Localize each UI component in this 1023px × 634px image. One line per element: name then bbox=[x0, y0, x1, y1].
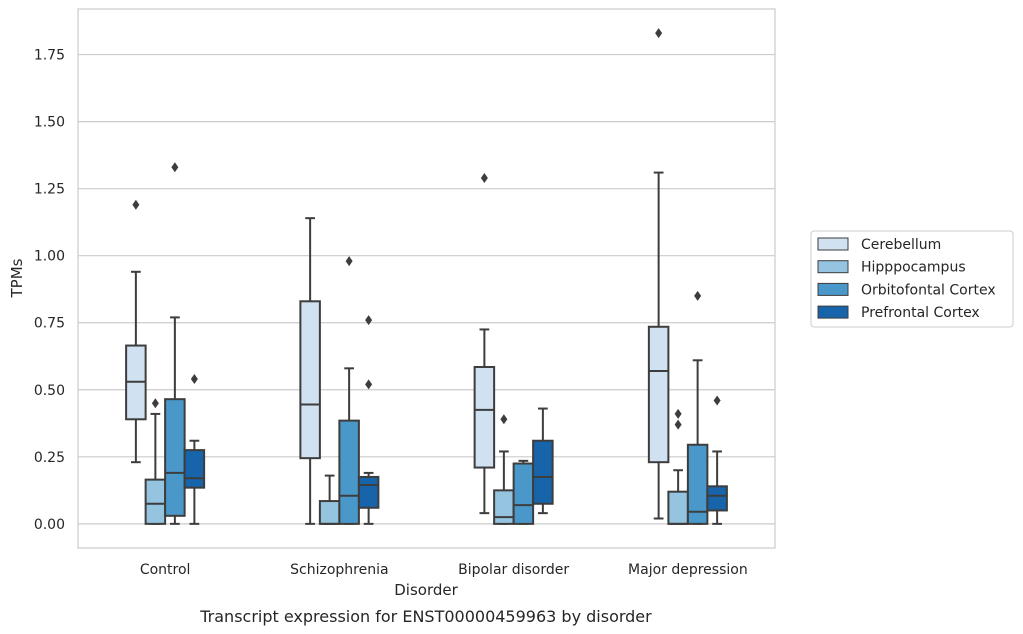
legend: Cerebellum Hipppocampus Orbitofontal Corte… bbox=[810, 230, 1014, 328]
y-tick-label: 0.75 bbox=[34, 316, 65, 332]
box bbox=[164, 398, 186, 517]
legend-label: Cerebellum bbox=[861, 237, 941, 253]
x-tick-label: Bipolar disorder bbox=[458, 562, 569, 578]
y-tick-label: 0.00 bbox=[34, 517, 65, 533]
box-group bbox=[183, 374, 206, 525]
box-group bbox=[706, 395, 728, 525]
box bbox=[473, 365, 496, 469]
x-tick-label: Major depression bbox=[628, 562, 748, 578]
outlier-marker bbox=[480, 172, 488, 183]
y-tick-labels: 0.00 0.25 0.50 0.75 1.00 1.25 1.50 1.75 bbox=[34, 48, 65, 533]
legend-label: Prefrontal Cortex bbox=[861, 305, 980, 321]
y-tick-label: 1.00 bbox=[34, 249, 65, 265]
x-tick-label: Control bbox=[140, 562, 191, 578]
outlier-marker bbox=[365, 379, 373, 390]
box bbox=[667, 490, 689, 525]
legend-swatch bbox=[817, 260, 849, 274]
box bbox=[299, 300, 321, 460]
outlier-marker bbox=[132, 199, 140, 210]
box-group bbox=[299, 217, 321, 525]
box-group bbox=[686, 290, 709, 525]
y-tick-label: 1.50 bbox=[34, 115, 65, 131]
outlier-marker bbox=[151, 398, 159, 409]
box bbox=[686, 443, 709, 525]
legend-label: Orbitofontal Cortex bbox=[861, 282, 996, 298]
box bbox=[183, 449, 206, 489]
legend-frame bbox=[810, 230, 1014, 328]
box bbox=[318, 500, 341, 525]
outlier-marker bbox=[365, 315, 373, 326]
box bbox=[493, 489, 515, 525]
outlier-marker bbox=[171, 162, 179, 173]
box-group bbox=[144, 398, 167, 525]
outlier-marker bbox=[500, 414, 508, 425]
y-tick-label: 1.25 bbox=[34, 182, 65, 198]
box-group bbox=[667, 408, 689, 525]
legend-label: Hipppocampus bbox=[861, 260, 966, 276]
box bbox=[144, 478, 167, 525]
box bbox=[357, 475, 380, 509]
box-group bbox=[357, 315, 380, 525]
outlier-marker bbox=[345, 256, 353, 267]
x-tick-label: Schizophrenia bbox=[290, 562, 388, 578]
figure-caption: Transcript expression for ENST0000045996… bbox=[199, 607, 652, 626]
outlier-marker bbox=[694, 290, 702, 301]
box-group bbox=[647, 28, 670, 520]
box-groups bbox=[125, 28, 728, 525]
outlier-marker bbox=[674, 419, 682, 430]
x-axis-title: Disorder bbox=[394, 581, 458, 599]
y-axis-title: TPMs bbox=[8, 258, 26, 298]
outlier-marker bbox=[190, 374, 198, 385]
legend-swatch bbox=[817, 282, 849, 296]
y-tick-label: 1.75 bbox=[34, 48, 65, 64]
outlier-marker bbox=[655, 28, 663, 39]
y-tick-label: 0.50 bbox=[34, 383, 65, 399]
box bbox=[338, 419, 360, 525]
box-group bbox=[125, 199, 147, 464]
box-group bbox=[338, 256, 360, 525]
outlier-marker bbox=[713, 395, 721, 406]
box bbox=[512, 462, 535, 525]
box-group bbox=[532, 407, 554, 515]
box bbox=[706, 485, 728, 512]
outlier-marker bbox=[674, 408, 682, 419]
box-group bbox=[512, 459, 535, 525]
box-group bbox=[164, 162, 186, 525]
y-tick-label: 0.25 bbox=[34, 450, 65, 466]
box bbox=[532, 439, 554, 505]
box bbox=[647, 325, 670, 464]
x-tick-labels: Control Schizophrenia Bipolar disorder Majo… bbox=[140, 562, 748, 578]
box-group bbox=[473, 172, 496, 515]
legend-swatch bbox=[817, 237, 849, 251]
legend-swatch bbox=[817, 305, 849, 319]
